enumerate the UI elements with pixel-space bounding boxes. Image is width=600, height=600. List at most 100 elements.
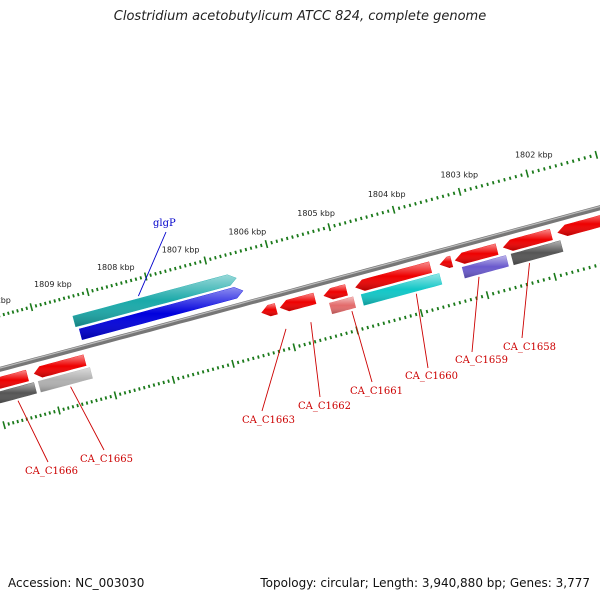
minor-tick bbox=[409, 314, 412, 318]
minor-tick bbox=[398, 317, 402, 321]
minor-tick bbox=[267, 352, 270, 357]
minor-tick bbox=[53, 409, 56, 414]
kbp-label: 1807 kbp bbox=[162, 246, 200, 255]
minor-tick bbox=[226, 363, 230, 367]
gene-label: CA_C1659 bbox=[455, 355, 508, 366]
gene-label: glgP bbox=[153, 218, 176, 229]
major-tick bbox=[143, 272, 148, 281]
minor-tick bbox=[447, 303, 451, 308]
minor-tick bbox=[425, 199, 428, 203]
minor-tick bbox=[486, 182, 489, 187]
minor-tick bbox=[272, 351, 275, 355]
minor-tick bbox=[285, 236, 289, 241]
minor-tick bbox=[519, 284, 523, 288]
minor-tick bbox=[291, 235, 294, 239]
major-tick bbox=[485, 291, 490, 300]
minor-tick bbox=[133, 388, 136, 393]
minor-tick bbox=[211, 367, 215, 372]
minor-tick bbox=[497, 179, 501, 184]
gene-feature-shading bbox=[324, 284, 348, 300]
minor-tick bbox=[224, 253, 227, 257]
minor-tick bbox=[191, 372, 195, 377]
minor-tick bbox=[514, 285, 517, 290]
topology-text: Topology: circular; Length: 3,940,880 bp… bbox=[260, 576, 590, 590]
minor-tick bbox=[463, 188, 467, 193]
minor-tick bbox=[282, 348, 286, 352]
major-tick bbox=[553, 272, 557, 281]
minor-tick bbox=[109, 394, 112, 399]
minor-tick bbox=[16, 419, 19, 424]
minor-tick bbox=[414, 202, 417, 206]
minor-tick bbox=[241, 359, 245, 363]
minor-tick bbox=[201, 370, 205, 374]
label-leader-line bbox=[70, 386, 105, 451]
gene-feature-shading bbox=[280, 293, 316, 311]
major-tick bbox=[525, 169, 529, 178]
minor-tick bbox=[142, 385, 146, 390]
minor-tick bbox=[303, 342, 306, 347]
minor-tick bbox=[39, 413, 42, 418]
major-tick bbox=[264, 239, 269, 249]
minor-tick bbox=[403, 204, 406, 209]
major-tick bbox=[231, 359, 235, 368]
minor-tick bbox=[565, 271, 568, 276]
minor-tick bbox=[244, 247, 248, 252]
minor-tick bbox=[81, 402, 84, 407]
gene-label: CA_C1663 bbox=[242, 415, 295, 426]
minor-tick bbox=[128, 389, 132, 394]
gene-label: CA_C1662 bbox=[298, 401, 351, 412]
minor-tick bbox=[560, 162, 563, 167]
minor-tick bbox=[333, 223, 336, 228]
minor-tick bbox=[120, 281, 123, 285]
minor-tick bbox=[349, 219, 352, 224]
minor-tick bbox=[99, 397, 103, 402]
minor-tick bbox=[520, 173, 523, 177]
minor-tick bbox=[21, 418, 24, 423]
minor-tick bbox=[582, 267, 586, 271]
minor-tick bbox=[359, 216, 363, 221]
kbp-label: 1808 kbp bbox=[97, 263, 135, 272]
minor-tick bbox=[16, 309, 19, 313]
minor-tick bbox=[464, 299, 467, 303]
gene-label: CA_C1658 bbox=[503, 342, 556, 353]
minor-tick bbox=[577, 157, 581, 162]
minor-tick bbox=[376, 212, 379, 216]
minor-tick bbox=[53, 299, 56, 303]
minor-tick bbox=[313, 339, 317, 344]
minor-tick bbox=[480, 294, 484, 299]
minor-tick bbox=[503, 177, 506, 182]
minor-tick bbox=[583, 156, 587, 160]
gene-feature-shading bbox=[79, 287, 243, 340]
minor-tick bbox=[67, 295, 71, 299]
minor-tick bbox=[193, 261, 197, 265]
minor-tick bbox=[209, 257, 212, 261]
minor-tick bbox=[246, 357, 250, 362]
minor-tick bbox=[419, 200, 423, 205]
minor-tick bbox=[414, 312, 418, 317]
minor-tick bbox=[371, 324, 375, 328]
minor-tick bbox=[239, 249, 243, 253]
minor-tick bbox=[221, 364, 225, 369]
major-tick bbox=[594, 150, 599, 159]
minor-tick bbox=[167, 379, 170, 383]
label-leader-line bbox=[137, 231, 167, 297]
minor-tick bbox=[366, 325, 370, 330]
minor-tick bbox=[491, 291, 495, 296]
label-leader-line bbox=[17, 400, 49, 463]
minor-tick bbox=[71, 404, 75, 409]
minor-tick bbox=[214, 255, 217, 260]
minor-tick bbox=[72, 294, 75, 298]
minor-tick bbox=[361, 327, 364, 331]
minor-tick bbox=[262, 353, 265, 358]
minor-tick bbox=[275, 239, 279, 244]
minor-tick bbox=[576, 268, 580, 273]
minor-tick bbox=[44, 301, 47, 306]
accession-text: Accession: NC_003030 bbox=[8, 576, 145, 590]
minor-tick bbox=[442, 305, 445, 309]
minor-tick bbox=[350, 330, 354, 334]
minor-tick bbox=[34, 304, 38, 308]
kbp-label: 1809 kbp bbox=[34, 280, 72, 289]
minor-tick bbox=[164, 269, 167, 274]
major-tick bbox=[171, 375, 176, 384]
minor-tick bbox=[345, 331, 348, 336]
